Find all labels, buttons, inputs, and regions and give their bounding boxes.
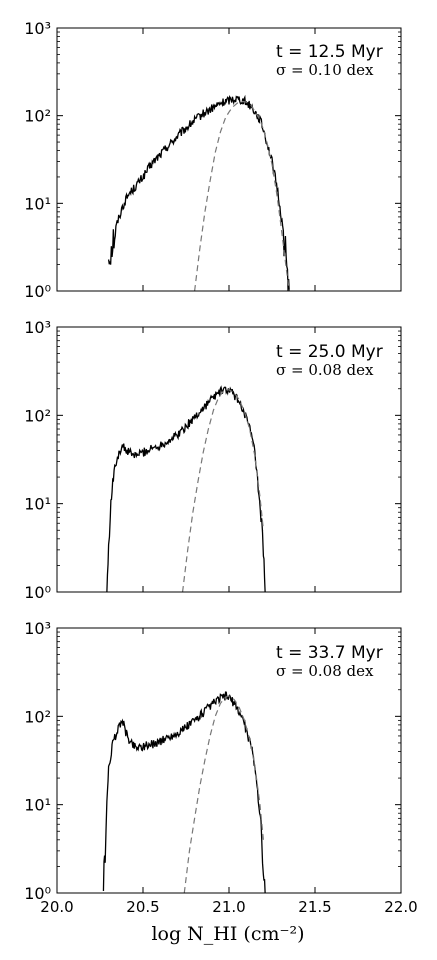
y-tick-label: 10³	[24, 619, 51, 638]
series-line-dashed	[181, 389, 264, 592]
panel-middle-time-label: t = 25.0 Myr	[276, 342, 383, 362]
series-line-dashed	[194, 100, 290, 291]
series-line-dashed	[183, 695, 264, 893]
y-tick-label: 10¹	[24, 796, 51, 815]
y-tick-label: 10²	[24, 406, 51, 425]
panel-bottom-sigma-label: σ = 0.08 dex	[276, 662, 374, 680]
y-tick-label: 10²	[24, 707, 51, 726]
series-line-solid	[102, 691, 266, 893]
x-tick-label: 22.0	[384, 898, 417, 916]
y-tick-label: 10¹	[24, 194, 51, 213]
panel-top: 10⁰ 10¹ 10² 10³ t = 12.5 Myr σ = 0.10 dex	[24, 19, 402, 301]
panel-top-sigma-label: σ = 0.10 dex	[276, 61, 374, 79]
y-tick-label: 10⁰	[24, 884, 51, 903]
y-tick-label: 10¹	[24, 495, 51, 514]
y-tick-label: 10³	[24, 19, 51, 38]
x-tick-label: 21.5	[298, 898, 331, 916]
y-tick-label: 10⁰	[24, 282, 51, 301]
panel-top-time-label: t = 12.5 Myr	[276, 42, 383, 62]
x-tick-label: 20.5	[126, 898, 159, 916]
y-tick-label: 10⁰	[24, 583, 51, 602]
series-line-solid	[106, 385, 266, 592]
panel-bottom-time-label: t = 33.7 Myr	[276, 643, 383, 663]
y-tick-label: 10²	[24, 107, 51, 126]
panel-bottom: 10⁰ 10¹ 10² 10³ 20.0 20.5 21.0 21.5 22.0 t = 33.…	[24, 619, 417, 916]
x-tick-label: 21.0	[212, 898, 245, 916]
series-line-solid	[107, 94, 290, 291]
x-axis-label: log N_HI (cm⁻²)	[151, 923, 304, 945]
panel-middle-sigma-label: σ = 0.08 dex	[276, 361, 374, 379]
y-tick-label: 10³	[24, 318, 51, 337]
x-tick-label: 20.0	[40, 898, 73, 916]
panel-middle: 10⁰ 10¹ 10² 10³ t = 25.0 Myr σ = 0.08 dex	[24, 318, 402, 602]
